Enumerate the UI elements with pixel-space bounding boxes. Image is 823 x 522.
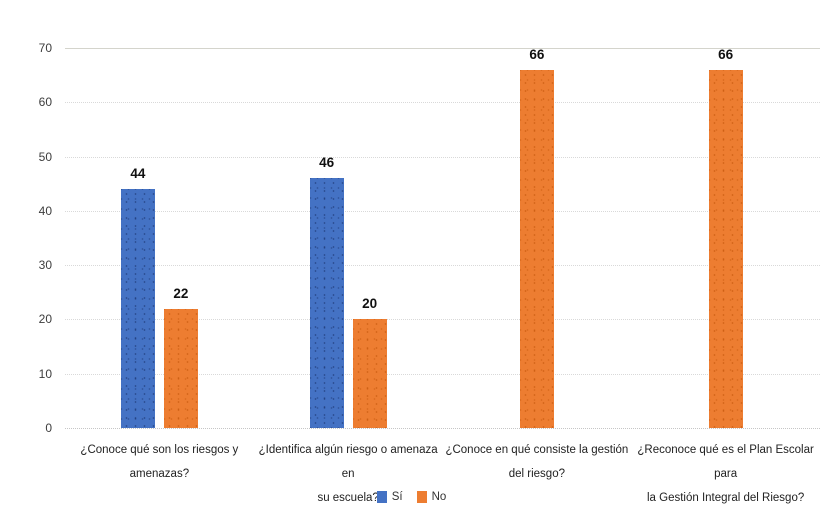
y-axis-tick-40: 40 [38, 203, 52, 218]
y-axis-tick-20: 20 [38, 312, 52, 327]
bar-wrap: 20 [352, 296, 387, 428]
bar-group-4: 66 [631, 46, 820, 428]
gridline-10 [65, 373, 820, 375]
y-axis-tick-60: 60 [38, 95, 52, 110]
legend-swatch-icon [416, 491, 427, 503]
bar-group-2: 46 20 [254, 48, 443, 428]
bar-wrap: 44 [120, 166, 155, 428]
data-label-No-3: 66 [529, 46, 545, 62]
bar-wrap: 66 [519, 46, 554, 428]
x-axis-label-1: ¿Conoce qué son los riesgos y amenazas? [65, 438, 254, 486]
gridline-20 [65, 319, 820, 321]
x-axis-label-3: ¿Conoce en qué consiste la gestión del ri… [443, 438, 632, 486]
data-label-No-4: 66 [718, 46, 734, 62]
gridline-70 [65, 48, 820, 49]
bar-wrap: 22 [163, 285, 198, 428]
x-axis-label-line: ¿Conoce en qué consiste la gestión [445, 444, 629, 456]
bar-Sí-2 [309, 178, 344, 428]
data-label-Sí-1: 44 [130, 166, 146, 182]
bar-No-2 [352, 319, 387, 428]
x-axis-label-line: ¿Conoce qué son los riesgos y [80, 444, 239, 456]
data-label-Sí-2: 46 [319, 155, 335, 171]
bar-No-3 [519, 69, 554, 428]
x-axis-label-line: del riesgo? [508, 468, 565, 480]
bar-Sí-1 [120, 189, 155, 428]
bar-No-1 [163, 308, 198, 428]
bar-group-1: 44 22 [65, 48, 254, 428]
legend-label: No [431, 491, 447, 503]
gridline-60 [65, 102, 820, 104]
x-axis-label-2: ¿Identifica algún riesgo o amenaza en su … [254, 438, 443, 510]
y-axis-tick-30: 30 [38, 258, 52, 273]
y-axis-tick-50: 50 [38, 149, 52, 164]
bar-wrap: 46 [309, 155, 344, 428]
legend-label: Sí [391, 491, 403, 503]
y-axis-tick-10: 10 [38, 366, 52, 381]
y-axis-tick-70: 70 [38, 41, 52, 55]
gridline-50 [65, 156, 820, 158]
bar-No-4 [708, 69, 743, 428]
data-label-No-1: 22 [173, 285, 189, 301]
x-axis-label-line: ¿Reconoce qué es el Plan Escolar para [637, 444, 814, 480]
gridline-0 [65, 428, 820, 429]
gridline-30 [65, 265, 820, 267]
legend-swatch-icon [376, 491, 387, 503]
legend-item-no: No [416, 491, 447, 503]
x-axis-label-4: ¿Reconoce qué es el Plan Escolar para la … [631, 438, 820, 510]
x-axis-label-line: su escuela? [317, 492, 379, 504]
bar-wrap: 66 [708, 46, 743, 428]
x-axis-label-line: amenazas? [129, 468, 190, 480]
gridline-40 [65, 210, 820, 212]
legend-item-si: Sí [376, 491, 403, 503]
x-axis-label-line: ¿Identifica algún riesgo o amenaza en [258, 444, 438, 480]
data-label-No-2: 20 [362, 296, 378, 312]
bar-group-3: 66 [443, 46, 632, 428]
y-axis-tick-0: 0 [45, 421, 52, 435]
x-axis-label-line: la Gestión Integral del Riesgo? [646, 492, 805, 504]
chart-legend: Sí No [0, 491, 823, 503]
